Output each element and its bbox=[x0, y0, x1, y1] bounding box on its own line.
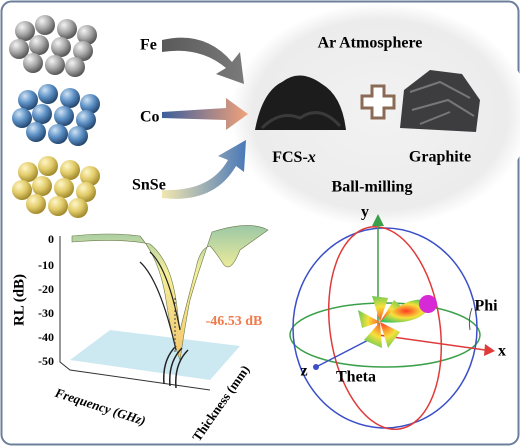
axis-title: RL (dB) bbox=[11, 274, 27, 326]
reflection-surface bbox=[71, 225, 269, 362]
axis-label: x bbox=[498, 343, 506, 360]
angle-label: Phi bbox=[474, 298, 498, 315]
plus-sign bbox=[360, 84, 396, 120]
particle bbox=[57, 19, 77, 39]
arrowhead bbox=[372, 214, 384, 226]
powder-texture bbox=[260, 111, 342, 130]
particle bbox=[77, 25, 97, 45]
particle bbox=[26, 194, 46, 214]
particle bbox=[48, 124, 68, 144]
particle bbox=[9, 39, 29, 59]
particle bbox=[48, 196, 68, 216]
particle bbox=[80, 94, 100, 114]
axis-label: z bbox=[300, 363, 307, 380]
tick-label: -50 bbox=[38, 354, 54, 368]
particle bbox=[38, 156, 58, 176]
product-name: FCS- bbox=[272, 149, 308, 166]
tick-label: -30 bbox=[38, 306, 54, 320]
tick-label: -10 bbox=[38, 258, 54, 272]
particle bbox=[51, 37, 71, 57]
radiation-lobes bbox=[358, 295, 437, 348]
tick-label: -40 bbox=[38, 330, 54, 344]
particle bbox=[18, 162, 38, 182]
axis-label: y bbox=[361, 204, 369, 221]
particle bbox=[26, 122, 46, 142]
atmosphere-label: Ar Atmosphere bbox=[318, 35, 423, 52]
particle bbox=[29, 35, 49, 55]
particle bbox=[60, 88, 80, 108]
particle bbox=[68, 198, 88, 218]
graphite-flakes bbox=[409, 80, 475, 125]
particle bbox=[12, 180, 32, 200]
particle bbox=[35, 15, 55, 35]
material-label: Fe bbox=[140, 37, 157, 54]
tick-label: 0 bbox=[48, 232, 54, 246]
additive-label: Graphite bbox=[409, 149, 471, 166]
particle bbox=[60, 160, 80, 180]
particle bbox=[32, 176, 52, 196]
particle bbox=[23, 53, 43, 73]
particle bbox=[76, 182, 96, 202]
particle bbox=[73, 41, 93, 61]
graphite-image bbox=[400, 70, 480, 132]
particle bbox=[12, 108, 32, 128]
particle bbox=[76, 110, 96, 130]
plot-floor bbox=[70, 330, 240, 380]
particle bbox=[54, 106, 74, 126]
particle bbox=[68, 126, 88, 146]
product-variable: x bbox=[307, 149, 316, 166]
plot-axes bbox=[59, 236, 211, 391]
particle bbox=[45, 55, 65, 75]
arrowhead bbox=[484, 344, 495, 356]
method-label: Ball-milling bbox=[332, 179, 413, 196]
arrow bbox=[162, 98, 248, 130]
angle-arc bbox=[468, 307, 473, 331]
particle bbox=[54, 178, 74, 198]
orbit bbox=[327, 225, 443, 431]
product-label: FCS-x bbox=[272, 149, 316, 166]
peak-label: -46.53 dB bbox=[206, 314, 263, 329]
arrow bbox=[162, 140, 246, 199]
material-label: Co bbox=[140, 109, 160, 126]
particle-clusters bbox=[9, 15, 100, 218]
floor-contours bbox=[163, 345, 189, 389]
particle bbox=[15, 21, 35, 41]
particle bbox=[38, 84, 58, 104]
arrowhead bbox=[313, 364, 319, 370]
angle-label: Theta bbox=[336, 369, 376, 386]
particle bbox=[18, 90, 38, 110]
particle bbox=[80, 166, 100, 186]
material-label: SnSe bbox=[132, 177, 166, 194]
particle bbox=[65, 57, 85, 77]
tick-label: -20 bbox=[38, 282, 54, 296]
arrow bbox=[162, 37, 244, 84]
particle bbox=[32, 104, 52, 124]
contour-lines bbox=[139, 251, 181, 351]
